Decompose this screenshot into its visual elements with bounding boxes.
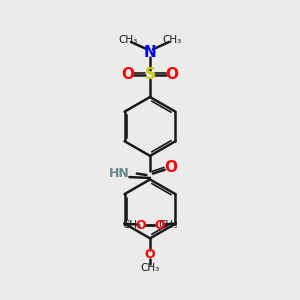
Text: O: O [145,248,155,261]
Text: O: O [154,219,165,232]
Text: O: O [166,68,178,82]
Text: CH₃: CH₃ [118,34,137,45]
Text: O: O [135,219,146,232]
Text: CH₃: CH₃ [122,220,142,230]
Text: S: S [145,68,155,82]
Text: CH₃: CH₃ [140,263,160,273]
Text: CH₃: CH₃ [158,220,178,230]
Text: O: O [122,68,134,82]
Text: N: N [144,45,156,60]
Text: CH₃: CH₃ [163,34,182,45]
Text: O: O [164,160,177,175]
Text: HN: HN [109,167,129,180]
